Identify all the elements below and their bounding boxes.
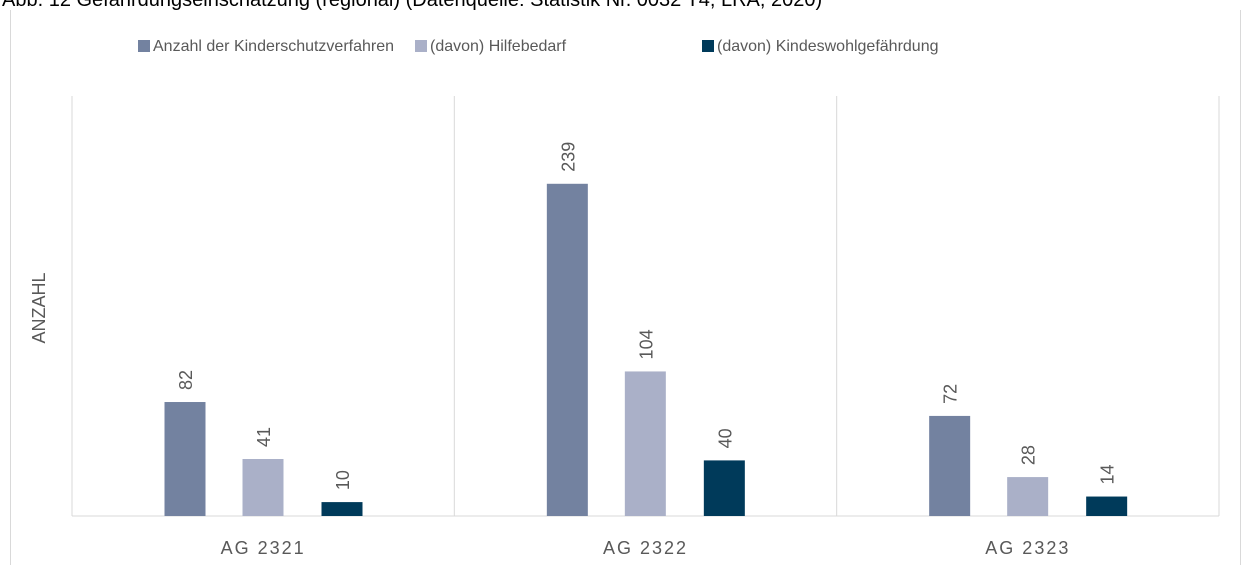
x-tick-label: AG 2323 xyxy=(985,538,1070,558)
x-tick-label: AG 2322 xyxy=(603,538,688,558)
legend-swatch xyxy=(702,40,714,52)
value-label: 14 xyxy=(1098,465,1118,485)
bar xyxy=(546,183,588,517)
legend-label: (davon) Hilfebedarf xyxy=(430,38,567,55)
legend-swatch xyxy=(415,40,427,52)
bar xyxy=(164,402,206,516)
y-axis-label: ANZAHL xyxy=(29,272,49,343)
legend-label: Anzahl der Kinderschutzverfahren xyxy=(153,38,394,55)
chart-title: Abb. 12 Gefährdungseinschätzung (regiona… xyxy=(2,0,822,11)
chart-frame xyxy=(10,0,1241,565)
x-tick-label: AG 2321 xyxy=(221,538,306,558)
value-label: 40 xyxy=(715,428,735,448)
value-label: 239 xyxy=(558,142,578,172)
bar xyxy=(242,459,284,516)
value-label: 41 xyxy=(254,427,274,447)
bar xyxy=(321,502,363,516)
value-label: 104 xyxy=(636,329,656,359)
value-label: 72 xyxy=(941,384,961,404)
legend-label: (davon) Kindeswohlgefährdung xyxy=(717,38,938,55)
title-bg xyxy=(0,0,1244,10)
value-label: 28 xyxy=(1019,445,1039,465)
value-label: 82 xyxy=(176,370,196,390)
bar xyxy=(1086,496,1128,516)
value-label: 10 xyxy=(333,470,353,490)
bar xyxy=(703,460,745,516)
bar xyxy=(929,415,971,516)
bar xyxy=(624,371,666,516)
legend-swatch xyxy=(138,40,150,52)
bar xyxy=(1007,477,1049,516)
